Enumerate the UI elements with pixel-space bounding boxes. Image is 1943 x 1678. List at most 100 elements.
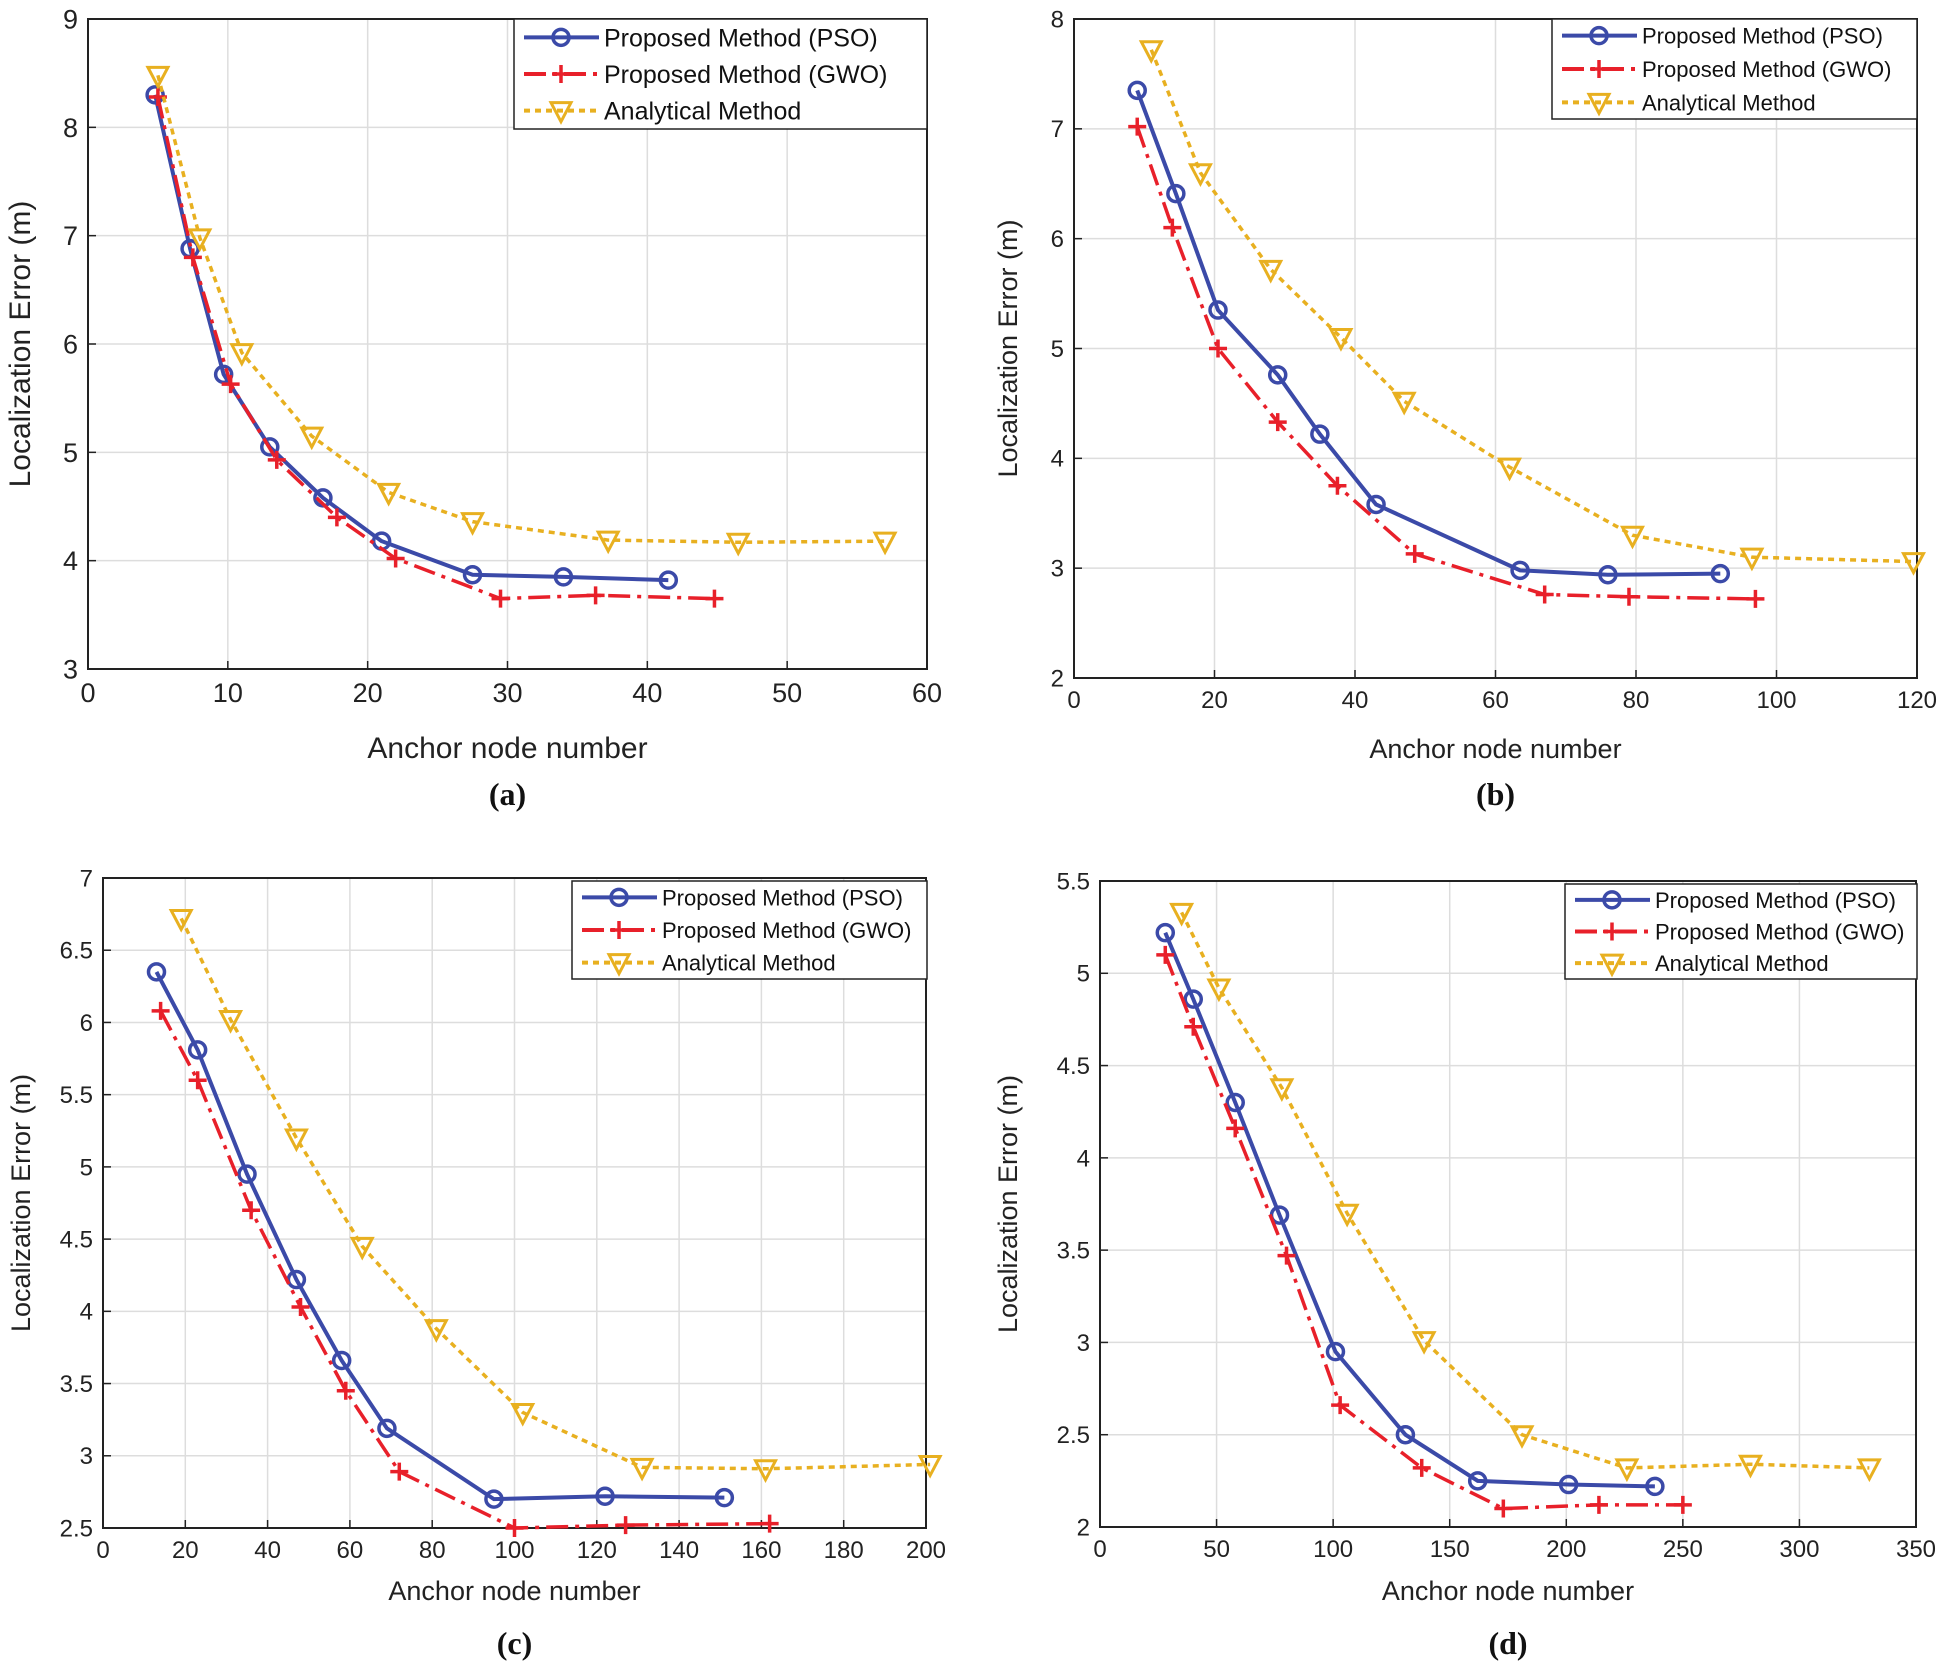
series-line-pso	[153, 94, 669, 583]
y-tick-label: 5.5	[1057, 868, 1090, 895]
data-point-analytical	[1509, 1425, 1535, 1449]
y-tick-label: 2.5	[60, 1515, 93, 1542]
data-point-pso	[1166, 183, 1186, 204]
series-analytical	[168, 908, 943, 1484]
x-tick-label: 50	[772, 678, 802, 708]
x-tick-label: 40	[1342, 687, 1369, 714]
series-line-pso	[154, 970, 725, 1502]
data-point-gwo	[183, 248, 202, 267]
legend-marker-analytical	[1599, 953, 1625, 978]
legend-marker-gwo	[610, 921, 628, 939]
data-point-pso	[331, 1350, 352, 1371]
data-point-gwo	[1331, 1396, 1350, 1415]
x-tick-label: 350	[1896, 1536, 1936, 1563]
y-axis-label: Localization Error (m)	[993, 1075, 1023, 1333]
x-tick-label: 0	[1093, 1536, 1106, 1563]
y-tick-label: 8	[1051, 6, 1064, 33]
data-point-analytical	[423, 1319, 449, 1343]
panel-caption: (a)	[489, 776, 526, 812]
data-point-pso	[1208, 300, 1228, 320]
legend-marker-gwo	[1590, 60, 1608, 78]
x-tick-label: 0	[1067, 687, 1080, 714]
data-point-analytical	[229, 343, 255, 367]
data-point-pso	[187, 1040, 208, 1060]
legend: Proposed Method (PSO) Proposed Method (GW…	[1564, 883, 1918, 980]
data-point-pso	[377, 1418, 397, 1439]
legend-label-pso: Proposed Method (PSO)	[1642, 24, 1883, 49]
data-point-analytical	[595, 530, 621, 555]
data-point-pso	[1183, 989, 1204, 1009]
data-point-analytical	[168, 908, 194, 933]
legend-label-analytical: Analytical Method	[604, 98, 801, 126]
data-point-analytical	[753, 1459, 778, 1484]
y-tick-label: 2	[1077, 1514, 1090, 1541]
data-point-analytical	[1334, 1203, 1360, 1228]
data-point-pso	[595, 1486, 615, 1506]
legend-marker-pso	[551, 27, 571, 48]
y-tick-label: 5	[63, 438, 78, 468]
legend-marker-pso	[1589, 25, 1609, 46]
data-point-analytical	[725, 532, 751, 557]
data-point-analytical	[510, 1402, 536, 1427]
plot-frame	[1073, 18, 1918, 679]
data-point-analytical	[299, 426, 325, 451]
x-tick-label: 160	[741, 1537, 781, 1564]
data-point-gwo	[1494, 1499, 1513, 1518]
y-tick-label: 2.5	[1057, 1422, 1090, 1449]
panel-caption: (d)	[1488, 1625, 1527, 1661]
legend-marker-analytical	[548, 101, 574, 125]
data-point-gwo	[390, 1462, 409, 1481]
series-pso	[146, 962, 735, 1509]
series-line-gwo	[159, 1010, 770, 1530]
data-point-gwo	[491, 589, 510, 608]
x-tick-label: 20	[1201, 687, 1228, 714]
legend-marker-pso	[609, 887, 629, 908]
data-point-gwo	[1209, 339, 1228, 358]
chart-panel-c: 0 20 40 60 80 100 120 140 160 180 200 2.5 3 3.5 4 4.5 5 5…	[6, 865, 946, 1661]
legend-label-pso: Proposed Method (PSO)	[604, 24, 878, 52]
chart-panel-d: 0 50 100 150 200 250 300 350 2 2.5 3 3.5 4 4.5 5 5.5 Anc…	[993, 868, 1936, 1661]
y-tick-label: 3	[1077, 1330, 1090, 1357]
data-point-analytical	[1169, 902, 1195, 927]
y-tick-label: 6	[63, 329, 78, 359]
data-point-analytical	[349, 1236, 375, 1261]
legend-label-gwo: Proposed Method (GWO)	[662, 918, 911, 943]
x-tick-label: 180	[824, 1537, 864, 1564]
y-tick-label: 3	[80, 1443, 93, 1470]
data-point-pso	[658, 570, 679, 590]
data-point-pso	[1127, 80, 1147, 101]
y-tick-label: 6	[1051, 226, 1064, 253]
legend-marker-gwo	[552, 65, 570, 83]
data-point-analytical	[1411, 1331, 1437, 1355]
x-axis-label: Anchor node number	[367, 732, 647, 765]
data-point-gwo	[386, 549, 405, 568]
x-tick-label: 60	[337, 1537, 364, 1564]
data-point-gwo	[221, 375, 240, 394]
legend-label-pso: Proposed Method (PSO)	[662, 885, 903, 910]
data-point-pso	[146, 962, 167, 982]
x-tick-label: 40	[632, 678, 662, 708]
x-tick-label: 150	[1430, 1536, 1470, 1563]
data-point-gwo	[505, 1519, 524, 1537]
data-point-analytical	[1856, 1458, 1882, 1483]
data-point-gwo	[327, 508, 346, 527]
y-axis-label: Localization Error (m)	[4, 201, 37, 488]
x-tick-label: 300	[1779, 1536, 1819, 1563]
data-point-pso	[1558, 1474, 1579, 1495]
data-point-analytical	[1206, 978, 1232, 1003]
y-axis-label: Localization Error (m)	[993, 219, 1023, 477]
x-tick-label: 10	[213, 678, 243, 708]
data-point-pso	[1267, 365, 1288, 385]
data-point-analytical	[872, 531, 898, 556]
y-tick-label: 4	[1077, 1145, 1090, 1172]
plot-frame	[87, 18, 928, 670]
panel-caption: (b)	[1476, 776, 1515, 812]
x-tick-label: 30	[492, 678, 522, 708]
data-point-analytical	[1138, 40, 1164, 64]
series-gwo	[1156, 945, 1692, 1518]
data-point-gwo	[1184, 1017, 1203, 1036]
data-point-analytical	[917, 1454, 943, 1479]
data-point-pso	[484, 1489, 504, 1509]
x-tick-label: 40	[254, 1537, 281, 1564]
data-point-gwo	[1328, 476, 1347, 495]
